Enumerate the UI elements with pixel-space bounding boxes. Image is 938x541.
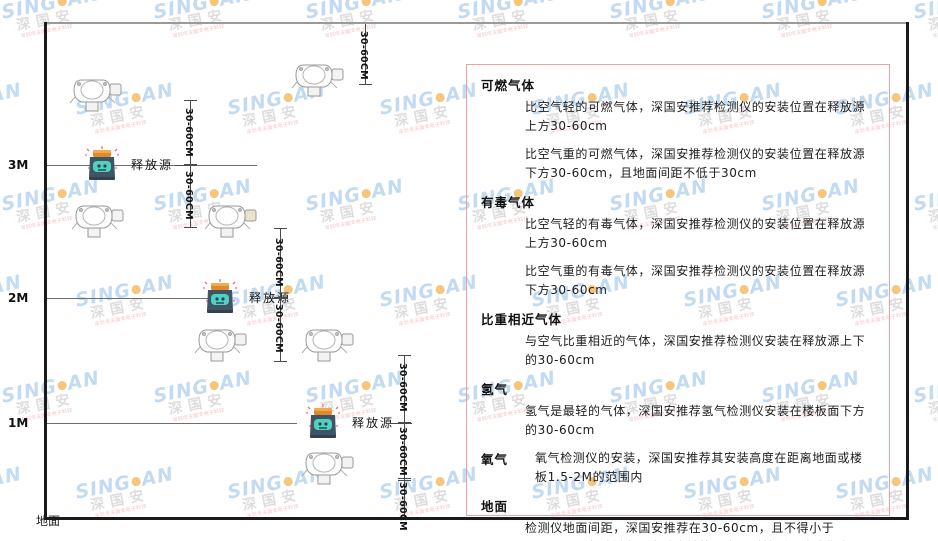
panel-section-hydrogen: 氢气氢气是最轻的气体，深国安推荐氢气检测仪安装在楼板面下方的30-60cm — [481, 379, 875, 440]
release-source-label: 释放源 — [249, 290, 292, 305]
gas-detector-icon — [68, 70, 128, 116]
panel-section-flammable: 可燃气体比空气轻的可燃气体，深国安推荐检测仪的安装位置在释放源上方30-60cm… — [481, 75, 875, 183]
panel-section-oxygen: 氧气 氧气检测仪的安装，深国安推荐其安装高度在距离地面或楼板1.5-2M的范围内 — [481, 449, 875, 487]
panel-section-title: 氢气 — [481, 382, 509, 397]
dimension-leader — [266, 298, 288, 299]
recommendation-panel: 可燃气体比空气轻的可燃气体，深国安推荐检测仪的安装位置在释放源上方30-60cm… — [466, 64, 890, 541]
panel-section-paragraph: 检测仪地面间距，深国安推荐在30-60cm，且不得小于30cm，因为过低容易水溅… — [525, 521, 850, 541]
dimension-label: 30-60CM — [358, 31, 369, 80]
dimension-label: 30-60CM — [183, 171, 194, 220]
release-source-icon — [303, 404, 343, 440]
dimension-leader — [390, 423, 412, 424]
panel-section-paragraph: 比空气轻的有毒气体，深国安推荐检测仪的安装位置在释放源上方30-60cm — [525, 217, 866, 250]
panel-section-title: 可燃气体 — [481, 78, 536, 93]
panel-section-ground: 地面检测仪地面间距，深国安推荐在30-60cm，且不得小于30cm，因为过低容易… — [481, 496, 875, 541]
frame-ground — [44, 517, 909, 520]
dimension-label: 30-60CM — [183, 108, 194, 157]
release-source-group: 释放源 — [303, 404, 394, 440]
panel-section-paragraph: 氧气检测仪的安装，深国安推荐其安装高度在距离地面或楼板1.5-2M的范围内 — [535, 451, 863, 484]
panel-section-title: 比重相近气体 — [481, 312, 563, 327]
level-label-3m: 3M — [8, 158, 29, 172]
dimension-label: 30-60CM — [397, 427, 408, 476]
level-line-3m — [47, 165, 257, 166]
gas-detector-icon — [70, 196, 130, 242]
gas-detector-icon — [290, 55, 350, 101]
panel-section-title: 氧气 — [481, 452, 509, 467]
frame-left-wall — [44, 22, 47, 520]
ground-label: 地面 — [36, 514, 61, 528]
panel-section-title: 地面 — [481, 499, 509, 514]
release-source-icon — [200, 279, 240, 315]
ceiling-line — [44, 22, 909, 24]
gas-detector-icon — [300, 320, 360, 366]
panel-section-paragraph: 与空气比重相近的气体，深国安推荐检测仪安装在释放源上下的30-60cm — [525, 334, 866, 367]
dimension-label: 30-60CM — [397, 482, 408, 531]
gas-detector-icon — [203, 196, 263, 242]
panel-section-title: 有毒气体 — [481, 195, 536, 210]
dimension-leader — [175, 165, 197, 166]
dimension-label: 30-60CM — [273, 238, 284, 287]
gas-detector-icon — [193, 320, 253, 366]
frame-right-wall — [906, 22, 909, 520]
panel-section-paragraph: 比空气重的有毒气体，深国安推荐检测仪的安装位置在释放源下方30-60cm — [525, 264, 866, 297]
level-line-1m — [47, 423, 297, 424]
level-label-2m: 2M — [8, 291, 29, 305]
dimension-label: 30-60CM — [273, 304, 284, 353]
panel-section-toxic: 有毒气体比空气轻的有毒气体，深国安推荐检测仪的安装位置在释放源上方30-60cm… — [481, 192, 875, 300]
gas-detector-icon — [300, 443, 360, 489]
panel-section-paragraph: 比空气重的可燃气体，深国安推荐检测仪的安装位置在释放源下方30-60cm，且地面… — [525, 147, 866, 180]
release-source-icon — [82, 146, 122, 182]
level-label-1m: 1M — [8, 416, 29, 430]
release-source-label: 释放源 — [352, 415, 395, 430]
release-source-group: 释放源 — [82, 146, 173, 182]
release-source-label: 释放源 — [131, 157, 174, 172]
release-source-group: 释放源 — [200, 279, 291, 315]
dimension-label: 30-60CM — [397, 363, 408, 412]
level-line-2m — [47, 298, 210, 299]
panel-section-similar-density: 比重相近气体与空气比重相近的气体，深国安推荐检测仪安装在释放源上下的30-60c… — [481, 309, 875, 370]
panel-section-paragraph: 比空气轻的可燃气体，深国安推荐检测仪的安装位置在释放源上方30-60cm — [525, 100, 866, 133]
panel-section-paragraph: 氢气是最轻的气体，深国安推荐氢气检测仪安装在楼板面下方的30-60cm — [525, 404, 866, 437]
